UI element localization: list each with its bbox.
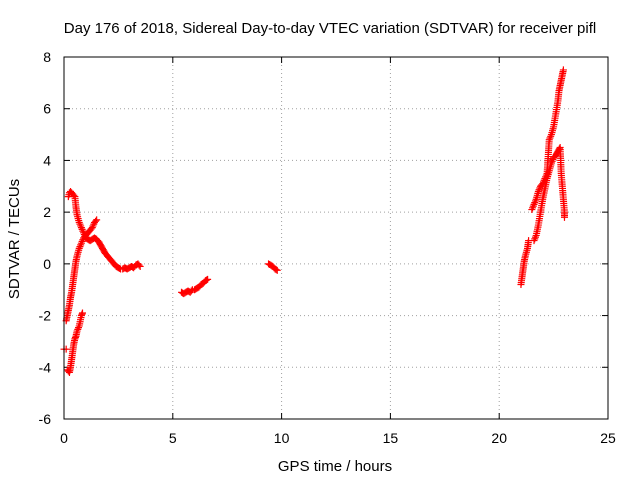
chart-title: Day 176 of 2018, Sidereal Day-to-day VTE… — [64, 20, 596, 37]
data-point — [75, 218, 83, 226]
data-point — [542, 173, 550, 181]
data-point — [560, 213, 568, 221]
data-point — [78, 237, 86, 245]
data-point — [541, 175, 549, 183]
data-point — [540, 176, 548, 184]
data-point — [187, 287, 195, 295]
data-point — [529, 202, 537, 210]
data-point — [535, 186, 543, 194]
data-point — [75, 244, 83, 252]
y-tick-label: 2 — [43, 204, 51, 220]
data-point — [542, 171, 550, 179]
data-point — [135, 261, 143, 269]
data-point — [79, 227, 87, 235]
x-tick-label: 10 — [274, 430, 290, 446]
data-point — [77, 241, 85, 249]
data-point — [555, 145, 563, 153]
x-axis-label: GPS time / hours — [278, 458, 392, 475]
data-point — [531, 233, 539, 241]
data-point — [136, 262, 144, 270]
y-axis-label: SDTVAR / TECUs — [6, 179, 23, 299]
x-tick-label: 0 — [60, 430, 68, 446]
y-tick-label: -4 — [39, 359, 52, 375]
x-tick-label: 25 — [600, 430, 616, 446]
data-point — [77, 224, 85, 232]
data-point — [89, 222, 97, 230]
x-tick-label: 20 — [491, 430, 507, 446]
data-point — [530, 237, 538, 245]
data-point — [93, 216, 101, 224]
y-tick-label: -6 — [39, 411, 52, 427]
data-point — [80, 229, 88, 237]
data-point — [528, 206, 536, 214]
data-point — [531, 235, 539, 243]
grid — [64, 57, 608, 419]
data-point — [204, 275, 212, 283]
data-point — [272, 266, 280, 274]
data-point — [531, 199, 539, 207]
data-point — [530, 200, 538, 208]
data-point — [88, 224, 96, 232]
data-point — [76, 243, 84, 251]
data-point — [78, 225, 86, 233]
data-point — [70, 191, 78, 199]
data-point — [273, 266, 281, 274]
plot-frame — [63, 56, 609, 420]
data-point — [531, 197, 539, 205]
y-tick-label: -2 — [39, 308, 52, 324]
x-tick-label: 5 — [169, 430, 177, 446]
data-point — [203, 276, 211, 284]
data-point — [74, 325, 82, 333]
x-tick-label: 15 — [383, 430, 399, 446]
data-point — [75, 324, 83, 332]
axis-ticks: 0 5 10 15 20 25 -6 -4 -2 0 2 4 6 8 — [39, 49, 616, 446]
y-tick-label: 0 — [43, 256, 51, 272]
data-points — [60, 66, 568, 376]
data-point — [539, 178, 547, 186]
data-point — [78, 309, 86, 317]
data-point — [77, 222, 85, 230]
y-tick-label: 8 — [43, 49, 51, 65]
data-point — [77, 239, 85, 247]
data-point — [546, 134, 554, 142]
data-point — [534, 187, 542, 195]
data-point — [73, 327, 81, 335]
y-tick-label: 6 — [43, 101, 51, 117]
data-point — [76, 220, 84, 228]
data-point — [539, 180, 547, 188]
y-tick-label: 4 — [43, 152, 51, 168]
data-point — [545, 136, 553, 144]
data-point — [529, 204, 537, 212]
data-point — [559, 66, 567, 74]
data-point — [92, 217, 100, 225]
data-point — [80, 231, 88, 239]
data-point — [547, 132, 555, 140]
